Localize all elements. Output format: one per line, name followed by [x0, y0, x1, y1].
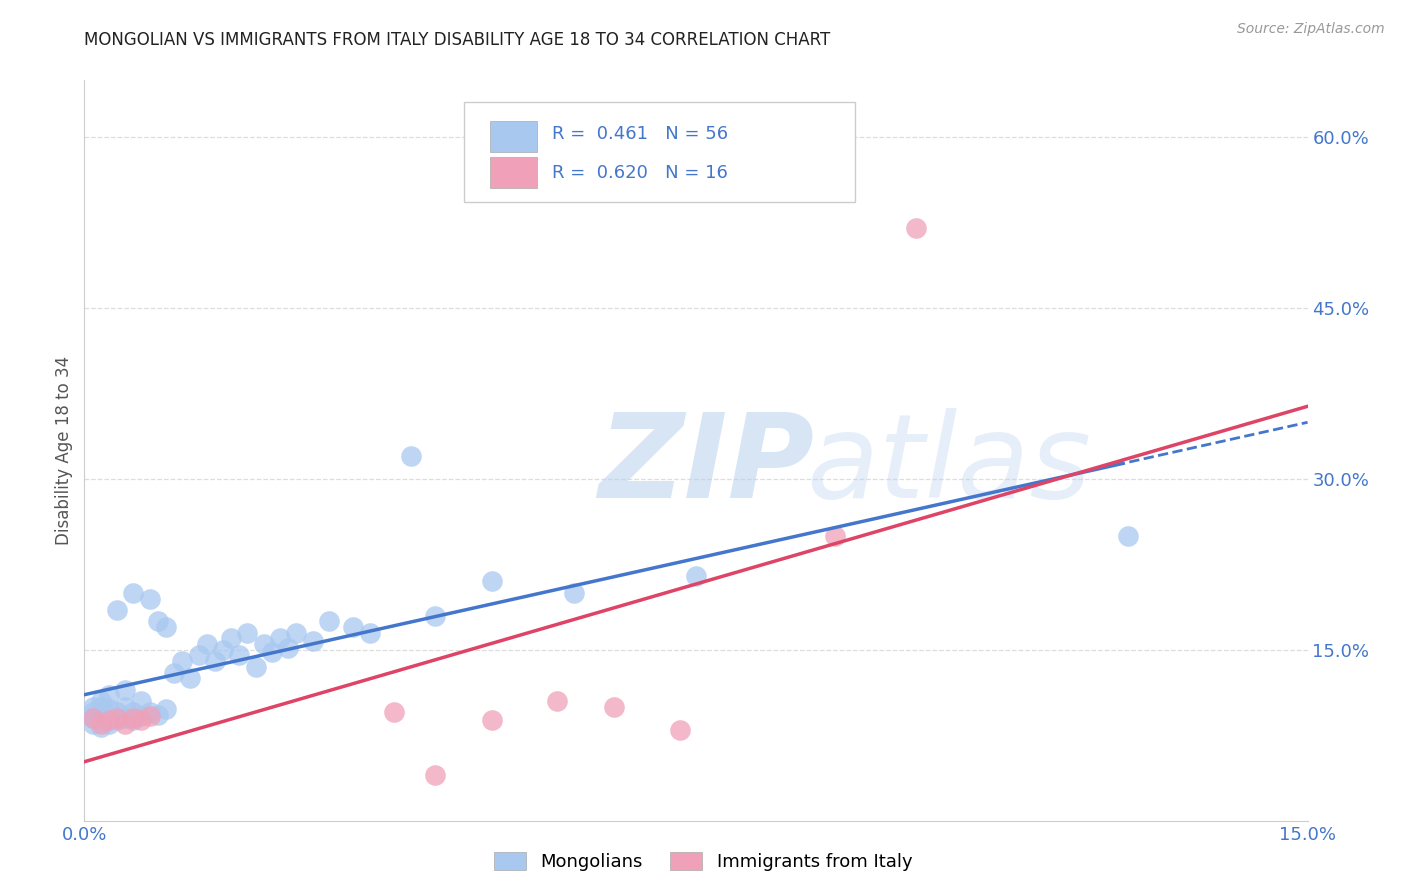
Text: MONGOLIAN VS IMMIGRANTS FROM ITALY DISABILITY AGE 18 TO 34 CORRELATION CHART: MONGOLIAN VS IMMIGRANTS FROM ITALY DISAB… — [84, 31, 831, 49]
Point — [105, 603, 128, 617]
Point — [97, 714, 120, 728]
Point — [97, 709, 120, 723]
Point — [105, 714, 128, 728]
FancyBboxPatch shape — [491, 121, 537, 153]
Point — [481, 574, 503, 589]
Point — [122, 706, 145, 720]
Point — [212, 642, 235, 657]
Text: R =  0.620   N = 16: R = 0.620 N = 16 — [551, 164, 727, 182]
Point — [269, 632, 291, 646]
Point — [131, 709, 153, 723]
Point — [138, 709, 160, 723]
Point — [155, 702, 177, 716]
Point — [114, 711, 136, 725]
Point — [228, 648, 250, 663]
Point — [90, 716, 112, 731]
Point — [97, 716, 120, 731]
Point — [122, 714, 145, 728]
Text: ZIP: ZIP — [598, 408, 814, 523]
Point — [90, 706, 112, 720]
Point — [905, 221, 928, 235]
Point — [114, 682, 136, 697]
Point — [155, 620, 177, 634]
Point — [163, 665, 186, 680]
Point — [685, 568, 707, 582]
Point — [105, 711, 128, 725]
FancyBboxPatch shape — [464, 103, 855, 202]
Point — [301, 633, 323, 648]
Point — [195, 637, 218, 651]
Y-axis label: Disability Age 18 to 34: Disability Age 18 to 34 — [55, 356, 73, 545]
Point — [90, 699, 112, 714]
Point — [668, 723, 690, 737]
Point — [97, 689, 120, 703]
Point — [260, 645, 283, 659]
Point — [122, 711, 145, 725]
Point — [204, 654, 226, 668]
Point — [179, 671, 201, 685]
Text: atlas: atlas — [806, 409, 1091, 523]
Point — [219, 632, 242, 646]
Point — [359, 625, 381, 640]
Point — [138, 706, 160, 720]
Point — [342, 620, 364, 634]
Point — [90, 714, 112, 728]
Text: R =  0.461   N = 56: R = 0.461 N = 56 — [551, 126, 728, 144]
Point — [131, 714, 153, 728]
Point — [138, 591, 160, 606]
Point — [146, 707, 169, 722]
Point — [122, 586, 145, 600]
Point — [253, 637, 276, 651]
Point — [285, 625, 308, 640]
Point — [172, 654, 194, 668]
FancyBboxPatch shape — [491, 156, 537, 187]
Point — [146, 615, 169, 629]
Point — [824, 529, 846, 543]
Point — [481, 714, 503, 728]
Point — [114, 699, 136, 714]
Point — [318, 615, 340, 629]
Point — [546, 694, 568, 708]
Point — [82, 706, 104, 720]
Point — [603, 699, 626, 714]
Text: Source: ZipAtlas.com: Source: ZipAtlas.com — [1237, 22, 1385, 37]
Legend: Mongolians, Immigrants from Italy: Mongolians, Immigrants from Italy — [486, 845, 920, 879]
Point — [82, 711, 104, 725]
Point — [105, 706, 128, 720]
Point — [82, 711, 104, 725]
Point — [562, 586, 585, 600]
Point — [114, 716, 136, 731]
Point — [423, 768, 446, 782]
Point — [187, 648, 209, 663]
Point — [82, 699, 104, 714]
Point — [97, 702, 120, 716]
Point — [236, 625, 259, 640]
Point — [82, 716, 104, 731]
Point — [399, 449, 422, 463]
Point — [131, 694, 153, 708]
Point — [245, 660, 267, 674]
Point — [90, 720, 112, 734]
Point — [90, 694, 112, 708]
Point — [382, 706, 405, 720]
Point — [423, 608, 446, 623]
Point — [277, 640, 299, 655]
Point — [1116, 529, 1139, 543]
